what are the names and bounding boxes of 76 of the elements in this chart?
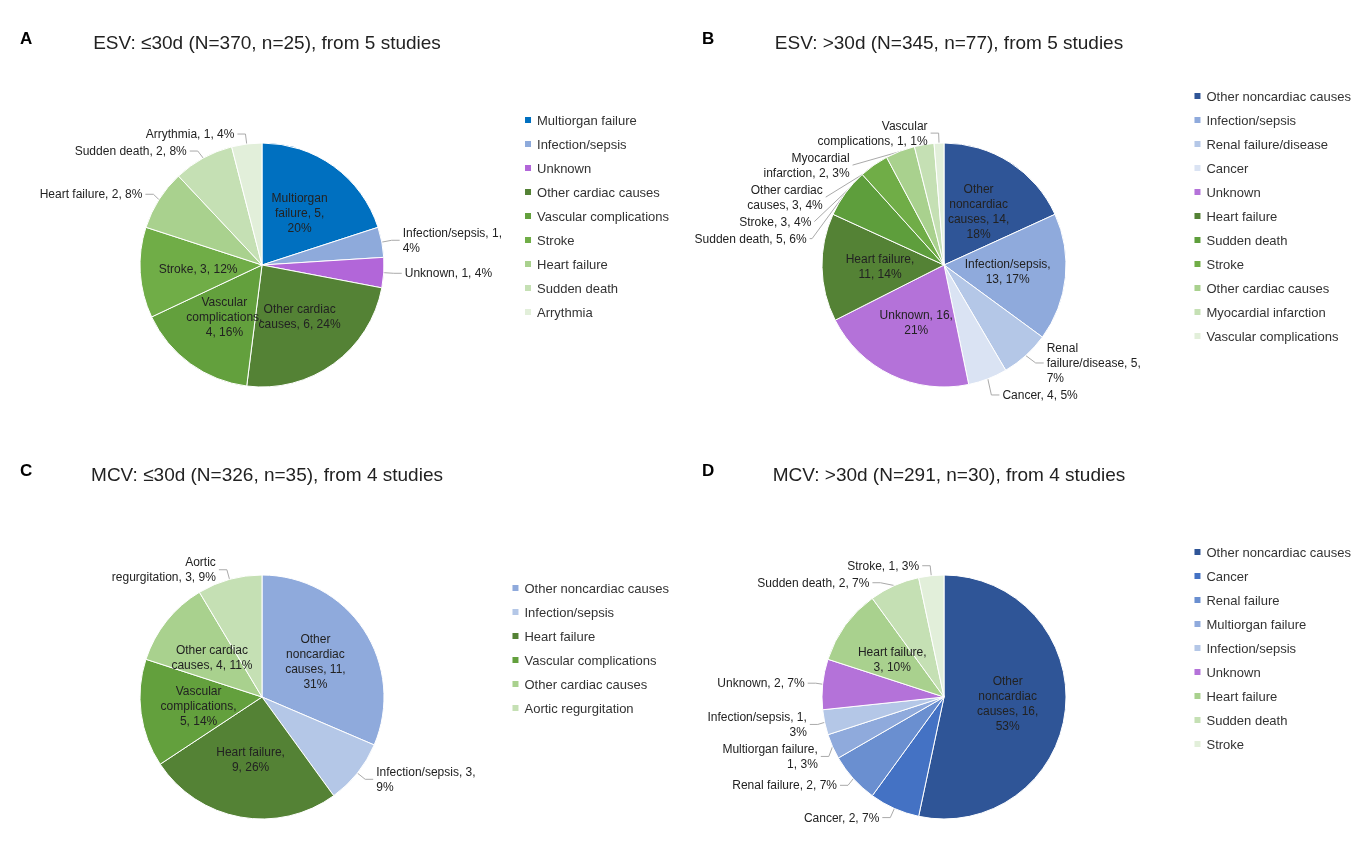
legend-label: Infection/sepsis bbox=[524, 604, 615, 620]
data-label: Stroke, 3, 12% bbox=[158, 262, 238, 277]
data-label: Heart failure, 9, 26% bbox=[216, 745, 285, 775]
data-label: Multiorgan failure, 5, 20% bbox=[271, 191, 328, 236]
data-label: Aortic regurgitation, 3, 9% bbox=[111, 555, 217, 585]
data-label: Vascular complications, 5, 14% bbox=[160, 683, 237, 728]
legend-label: Sudden death bbox=[1206, 712, 1288, 728]
legend-label: Multiorgan failure bbox=[537, 112, 637, 128]
legend-label: Other cardiac causes bbox=[537, 184, 661, 200]
legend-label: Other noncardiac causes bbox=[1206, 544, 1352, 560]
data-label: Renal failure/disease, 5, 7% bbox=[1046, 340, 1141, 385]
data-label: Renal failure, 2, 7% bbox=[732, 778, 838, 793]
data-label: Unknown, 16, 21% bbox=[879, 308, 953, 338]
legend-label: Other cardiac causes bbox=[524, 676, 648, 692]
data-label: Other noncardiac causes, 11, 31% bbox=[285, 632, 346, 692]
data-label: Stroke, 3, 4% bbox=[739, 214, 812, 229]
legend-label: Cancer bbox=[1206, 160, 1250, 176]
legend-label: Heart failure bbox=[524, 628, 596, 644]
data-label: Other noncardiac causes, 14, 18% bbox=[947, 181, 1010, 241]
legend-label: Unknown bbox=[1206, 184, 1261, 200]
data-label: Heart failure, 3, 10% bbox=[857, 644, 927, 674]
data-label: Heart failure, 2, 8% bbox=[39, 187, 143, 202]
data-label: Other noncardiac causes, 16, 53% bbox=[976, 674, 1039, 734]
data-label: Multiorgan failure, 1, 3% bbox=[722, 741, 819, 771]
legend-label: Other noncardiac causes bbox=[524, 580, 670, 596]
legend-label: Unknown bbox=[1206, 664, 1261, 680]
data-label: Infection/sepsis, 13, 17% bbox=[964, 257, 1051, 287]
chart-title: MCV: >30d (N=291, n=30), from 4 studies bbox=[772, 464, 1126, 485]
text: D bbox=[702, 461, 715, 480]
legend-label: Vascular complications bbox=[1206, 328, 1339, 344]
legend-label: Unknown bbox=[537, 160, 592, 176]
text: C bbox=[20, 461, 33, 480]
data-label: Cancer, 4, 5% bbox=[1002, 387, 1079, 402]
text: A bbox=[20, 29, 33, 48]
legend-label: Stroke bbox=[537, 232, 575, 248]
legend-label: Infection/sepsis bbox=[1206, 112, 1297, 128]
legend-label: Sudden death bbox=[1206, 232, 1288, 248]
data-label: Unknown, 2, 7% bbox=[717, 676, 806, 691]
legend-label: Infection/sepsis bbox=[1206, 640, 1297, 656]
legend-label: Myocardial infarction bbox=[1206, 304, 1326, 320]
data-label: Other cardiac causes, 3, 4% bbox=[747, 182, 824, 212]
legend-label: Heart failure bbox=[1206, 688, 1278, 704]
legend-label: Heart failure bbox=[537, 256, 608, 272]
data-label: Sudden death, 2, 8% bbox=[74, 144, 188, 159]
legend-label: Heart failure bbox=[1206, 208, 1278, 224]
legend-label: Vascular complications bbox=[537, 208, 670, 224]
data-label: Infection/sepsis, 1, 3% bbox=[707, 709, 808, 739]
data-label: Vascular complications, 1, 1% bbox=[817, 118, 928, 148]
legend-label: Aortic regurgitation bbox=[524, 700, 634, 716]
legend-label: Infection/sepsis bbox=[537, 136, 628, 152]
data-label: Cancer, 2, 7% bbox=[803, 810, 880, 825]
data-label: Other cardiac causes, 4, 11% bbox=[171, 642, 253, 672]
legend-label: Vascular complications bbox=[524, 652, 657, 668]
legend-label: Renal failure/disease bbox=[1206, 136, 1328, 152]
text: B bbox=[702, 29, 715, 48]
legend-label: Sudden death bbox=[537, 280, 618, 296]
legend-label: Arrythmia bbox=[537, 304, 594, 320]
chart-title: ESV: ≤30d (N=370, n=25), from 5 studies bbox=[93, 32, 441, 53]
legend-label: Multiorgan failure bbox=[1206, 616, 1307, 632]
legend-label: Stroke bbox=[1206, 736, 1245, 752]
legend-label: Stroke bbox=[1206, 256, 1245, 272]
chart-title: ESV: >30d (N=345, n=77), from 5 studies bbox=[774, 32, 1124, 53]
data-label: Unknown, 1, 4% bbox=[404, 266, 493, 281]
chart-title: MCV: ≤30d (N=326, n=35), from 4 studies bbox=[91, 464, 443, 485]
legend-label: Other cardiac causes bbox=[1206, 280, 1330, 296]
data-label: Arrythmia, 1, 4% bbox=[145, 127, 235, 142]
data-label: Heart failure, 11, 14% bbox=[845, 251, 915, 281]
data-label: Infection/sepsis, 1, 4% bbox=[402, 225, 503, 255]
data-label: Stroke, 1, 3% bbox=[847, 558, 920, 573]
legend-label: Cancer bbox=[1206, 568, 1250, 584]
data-label: Infection/sepsis, 3, 9% bbox=[376, 764, 476, 794]
data-label: Sudden death, 5, 6% bbox=[694, 231, 807, 246]
legend-label: Renal failure bbox=[1206, 592, 1280, 608]
data-label: Myocardial infarction, 2, 3% bbox=[763, 150, 850, 180]
legend-label: Other noncardiac causes bbox=[1206, 88, 1352, 104]
data-label: Sudden death, 2, 7% bbox=[757, 575, 870, 590]
